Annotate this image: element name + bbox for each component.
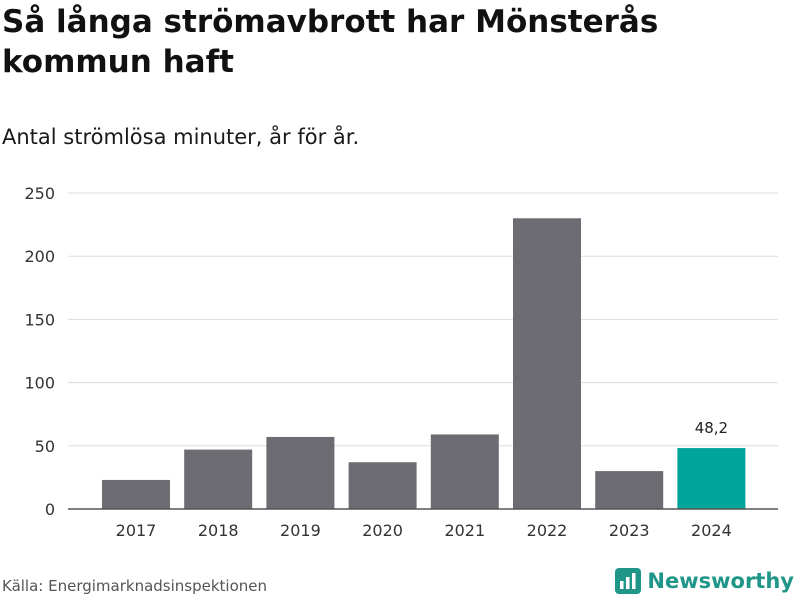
x-tick-label: 2024	[691, 521, 732, 540]
chart-subtitle: Antal strömlösa minuter, år för år.	[2, 125, 360, 149]
x-tick-label: 2020	[362, 521, 403, 540]
bar-chart-icon	[615, 568, 642, 594]
x-tick-label: 2018	[198, 521, 239, 540]
bar	[348, 462, 417, 509]
data-label: 48,2	[695, 419, 728, 437]
newsworthy-logo: Newsworthy	[615, 568, 794, 594]
y-tick-label: 250	[24, 184, 55, 203]
x-tick-label: 2019	[280, 521, 321, 540]
brand-name: Newsworthy	[647, 569, 794, 593]
x-tick-label: 2023	[609, 521, 650, 540]
bar	[513, 218, 581, 509]
x-tick-label: 2021	[444, 521, 485, 540]
chart-title: Så långa strömavbrott har Mönsterås komm…	[2, 4, 659, 80]
bar	[184, 449, 253, 509]
bar	[266, 436, 335, 509]
y-tick-label: 200	[24, 247, 55, 266]
source-note: Källa: Energimarknadsinspektionen	[2, 577, 268, 595]
bar-highlight	[677, 448, 746, 509]
bar	[430, 434, 499, 509]
x-tick-label: 2022	[527, 521, 568, 540]
y-tick-label: 50	[35, 437, 55, 456]
y-tick-label: 150	[24, 310, 55, 329]
bar	[595, 471, 664, 509]
y-tick-label: 0	[45, 500, 55, 519]
y-tick-label: 100	[24, 374, 55, 393]
bar	[102, 479, 170, 509]
x-tick-label: 2017	[116, 521, 157, 540]
